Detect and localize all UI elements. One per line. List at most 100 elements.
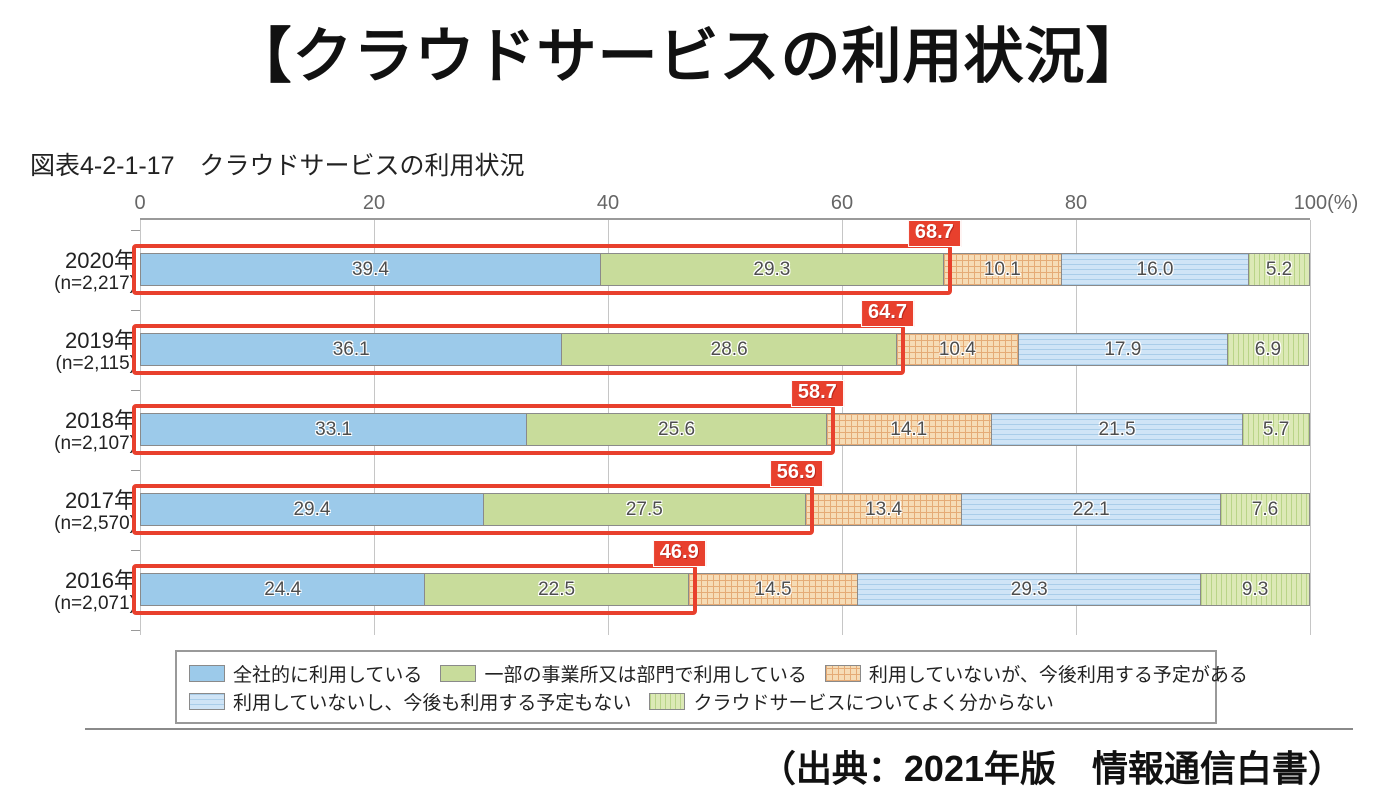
bar-segment: 39.4 xyxy=(140,253,601,286)
bar-segment: 6.9 xyxy=(1228,333,1309,366)
bar-segment: 22.1 xyxy=(962,493,1222,526)
legend-item: 一部の事業所又は部門で利用している xyxy=(440,660,807,687)
row-label: 2020年 (n=2,217) xyxy=(18,248,136,295)
segment-value: 10.4 xyxy=(938,338,976,360)
segment-value: 27.5 xyxy=(625,498,663,520)
bar-segment: 22.5 xyxy=(425,573,689,606)
legend-swatch-icon xyxy=(189,692,225,710)
axis-tick-label: 60 xyxy=(830,192,854,214)
gridline xyxy=(1310,220,1311,635)
bar-segment: 17.9 xyxy=(1018,333,1229,366)
segment-value: 14.1 xyxy=(890,418,928,440)
source-text: （出典：2021年版 情報通信白書） xyxy=(759,748,1344,789)
segment-value: 22.5 xyxy=(538,578,576,600)
bar-segment: 7.6 xyxy=(1221,493,1310,526)
highlight-callout: 58.7 xyxy=(790,380,844,407)
segment-value: 39.4 xyxy=(351,258,389,280)
legend-box: 全社的に利用している 一部の事業所又は部門で利用している 利用していないが、今後利用… xyxy=(175,650,1248,724)
axis-tick-label: 40 xyxy=(596,192,620,214)
bar-segment: 5.7 xyxy=(1243,413,1310,446)
highlight-callout: 46.9 xyxy=(652,540,706,567)
segment-value: 21.5 xyxy=(1098,418,1136,440)
bar-segment: 9.3 xyxy=(1201,573,1310,606)
segment-value: 13.4 xyxy=(865,498,903,520)
legend-label: 利用していないし、今後も利用する予定もない xyxy=(233,692,632,714)
bar-row: 36.1 28.6 10.4 17.9 6.9 xyxy=(140,333,1309,366)
axis-minor-tick xyxy=(131,470,140,471)
figure-caption: 図表4-2-1-17 クラウドサービスの利用状況 xyxy=(30,152,525,180)
bar-row: 39.4 29.3 10.1 16.0 5.2 xyxy=(140,253,1310,286)
axis-minor-tick xyxy=(131,230,140,231)
bar-segment: 29.3 xyxy=(858,573,1202,606)
segment-value: 17.9 xyxy=(1104,338,1142,360)
row-label-year: 2016年 xyxy=(65,568,136,593)
bar-row: 24.4 22.5 14.5 29.3 9.3 xyxy=(140,573,1310,606)
segment-value: 36.1 xyxy=(332,338,370,360)
legend-swatch-icon xyxy=(649,692,686,710)
legend-label: 全社的に利用している xyxy=(233,664,423,686)
axis-minor-tick xyxy=(131,390,140,391)
row-label-n: (n=2,107) xyxy=(54,433,136,455)
bar-segment: 29.4 xyxy=(140,493,484,526)
segment-value: 29.3 xyxy=(753,258,791,280)
bar-segment: 13.4 xyxy=(805,493,963,526)
bar-segment: 10.1 xyxy=(943,253,1062,286)
axis-tick-label: 80 xyxy=(1064,192,1088,214)
row-label-year: 2019年 xyxy=(65,328,136,353)
legend-item: 利用していないが、今後利用する予定がある xyxy=(824,660,1248,687)
segment-value: 33.1 xyxy=(315,418,353,440)
bar-segment: 29.3 xyxy=(600,253,944,286)
highlight-callout: 68.7 xyxy=(907,220,961,247)
row-label: 2017年 (n=2,570) xyxy=(18,488,136,535)
bar-row: 29.4 27.5 13.4 22.1 7.6 xyxy=(140,493,1310,526)
legend-row: 全社的に利用している 一部の事業所又は部門で利用している 利用していないが、今後利用… xyxy=(189,659,1248,687)
highlight-callout: 56.9 xyxy=(769,460,823,487)
legend-swatch-icon xyxy=(440,664,477,682)
bar-segment: 27.5 xyxy=(483,493,806,526)
segment-value: 9.3 xyxy=(1241,578,1269,600)
row-label-year: 2020年 xyxy=(65,248,136,273)
legend-row: 利用していないし、今後も利用する予定もない クラウドサービスについてよく分からない xyxy=(189,687,1203,715)
axis-tick-label: 100(%) xyxy=(1293,192,1359,214)
row-label: 2016年 (n=2,071) xyxy=(18,568,136,615)
row-label-n: (n=2,115) xyxy=(55,353,136,375)
axis-minor-tick xyxy=(131,310,140,311)
legend-swatch-icon xyxy=(824,664,861,682)
bar-segment: 33.1 xyxy=(140,413,528,446)
row-label-year: 2018年 xyxy=(65,408,136,433)
row-label-n: (n=2,071) xyxy=(54,593,136,615)
legend-swatch-icon xyxy=(189,664,225,682)
segment-value: 5.7 xyxy=(1262,418,1290,440)
bar-segment: 36.1 xyxy=(140,333,563,366)
highlight-callout: 64.7 xyxy=(861,300,914,327)
segment-value: 22.1 xyxy=(1072,498,1110,520)
row-label: 2019年 (n=2,115) xyxy=(18,328,136,375)
bar-segment: 24.4 xyxy=(140,573,426,606)
plot-area: 39.4 29.3 10.1 16.0 5.2 68.7 36.1 28.6 10.4 17.9 6… xyxy=(131,218,1311,635)
bar-row: 33.1 25.6 14.1 21.5 5.7 xyxy=(140,413,1310,446)
legend-label: 利用していないが、今後利用する予定がある xyxy=(868,664,1248,686)
row-label-year: 2017年 xyxy=(65,488,136,513)
x-axis: 0 20 40 60 80 100(%) xyxy=(134,192,1358,216)
segment-value: 6.9 xyxy=(1254,338,1282,360)
axis-minor-tick xyxy=(131,550,140,551)
legend-item: クラウドサービスについてよく分からない xyxy=(649,688,1054,715)
legend-item: 全社的に利用している xyxy=(189,660,422,687)
segment-value: 29.3 xyxy=(1010,578,1048,600)
legend-item: 利用していないし、今後も利用する予定もない xyxy=(189,688,631,715)
segment-value: 29.4 xyxy=(293,498,331,520)
page-title: 【クラウドサービスの利用状況】 xyxy=(231,23,1147,90)
segment-value: 10.1 xyxy=(983,258,1021,280)
segment-value: 24.4 xyxy=(264,578,302,600)
row-label-n: (n=2,217) xyxy=(54,273,136,295)
bar-segment: 21.5 xyxy=(991,413,1244,446)
legend-label: 一部の事業所又は部門で利用している xyxy=(484,664,807,686)
bar-segment: 16.0 xyxy=(1061,253,1250,286)
bar-segment: 5.2 xyxy=(1249,253,1310,286)
segment-value: 5.2 xyxy=(1265,258,1293,280)
axis-tick-label: 0 xyxy=(134,192,146,214)
segment-value: 16.0 xyxy=(1136,258,1174,280)
bar-segment: 28.6 xyxy=(562,333,897,366)
segment-value: 28.6 xyxy=(710,338,748,360)
